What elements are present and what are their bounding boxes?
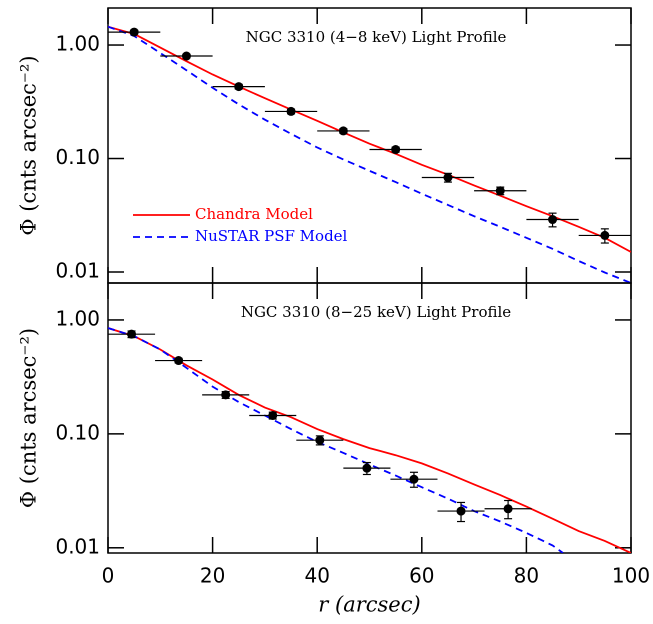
plot-area xyxy=(108,327,631,553)
data-point xyxy=(286,106,296,116)
data-point xyxy=(181,51,191,61)
data-point xyxy=(495,186,505,196)
model-curve xyxy=(108,327,631,553)
y-tick-label: 1.00 xyxy=(55,32,100,56)
y-axis-label: Φ (cnts arcsec⁻²) xyxy=(17,55,41,235)
data-point xyxy=(129,27,139,37)
chart-title: NGC 3310 (8−25 keV) Light Profile xyxy=(241,303,511,321)
data-point xyxy=(503,504,513,514)
plot-area xyxy=(108,25,631,283)
data-point xyxy=(600,230,610,240)
legend-label: Chandra Model xyxy=(195,205,313,223)
x-tick-label: 0 xyxy=(102,564,115,588)
data-point xyxy=(127,329,137,339)
y-tick-label: 0.01 xyxy=(55,534,100,558)
model-curve xyxy=(108,25,631,253)
data-point xyxy=(174,356,184,366)
y-tick-label: 1.00 xyxy=(55,306,100,330)
plot-frame xyxy=(107,282,632,554)
x-tick-label: 60 xyxy=(409,564,434,588)
data-point xyxy=(268,410,278,420)
data-point xyxy=(391,145,401,155)
x-tick-label: 20 xyxy=(200,564,225,588)
data-point xyxy=(362,463,372,473)
x-tick-label: 80 xyxy=(514,564,539,588)
data-point xyxy=(443,173,453,183)
x-axis-label: r (arcsec) xyxy=(318,593,420,617)
y-tick-label: 0.10 xyxy=(55,420,100,444)
data-point xyxy=(456,506,466,516)
x-tick-label: 40 xyxy=(304,564,329,588)
legend-label: NuSTAR PSF Model xyxy=(195,227,348,245)
data-point xyxy=(409,474,419,484)
y-tick-label: 0.01 xyxy=(55,259,100,283)
data-point xyxy=(221,390,231,400)
x-tick-label: 100 xyxy=(612,564,650,588)
data-point xyxy=(548,215,558,225)
data-point xyxy=(234,82,244,92)
y-tick-label: 0.10 xyxy=(55,145,100,169)
data-point xyxy=(315,435,325,445)
chart-title: NGC 3310 (4−8 keV) Light Profile xyxy=(246,28,507,46)
data-point xyxy=(338,126,348,136)
plot-frame xyxy=(107,7,632,284)
model-curve xyxy=(108,25,631,283)
model-curve xyxy=(108,327,564,553)
y-axis-label: Φ (cnts arcsec⁻²) xyxy=(17,328,41,508)
